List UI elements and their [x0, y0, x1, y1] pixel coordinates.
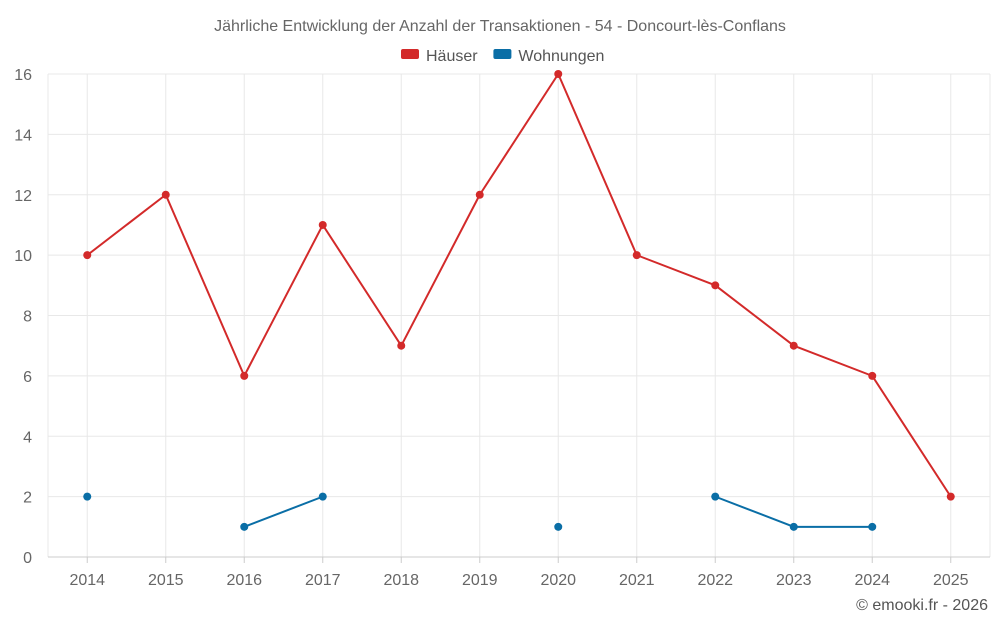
y-tick-label: 4	[23, 429, 32, 446]
data-point	[318, 492, 327, 501]
x-tick-label: 2020	[540, 572, 576, 589]
legend-label: Häuser	[426, 48, 478, 65]
legend: Häuser Wohnungen	[401, 48, 604, 65]
x-tick-label: 2025	[933, 572, 969, 589]
data-point	[711, 492, 720, 501]
y-tick-label: 8	[23, 309, 32, 326]
chart-title: Jährliche Entwicklung der Anzahl der Tra…	[214, 18, 786, 35]
credit-text: © emooki.fr - 2026	[856, 597, 988, 614]
y-tick-label: 0	[23, 550, 32, 567]
grid	[47, 73, 991, 557]
data-point	[789, 341, 798, 350]
data-point	[868, 522, 877, 531]
data-point	[240, 522, 249, 531]
data-point	[83, 251, 92, 260]
y-axis: 0 2 4 6 8 10 12 14 16	[14, 67, 32, 567]
data-point	[711, 281, 720, 290]
x-tick-label: 2021	[619, 572, 655, 589]
data-point	[83, 492, 92, 501]
y-tick-label: 16	[14, 67, 32, 84]
data-point	[475, 190, 484, 199]
legend-item: Häuser	[401, 48, 478, 65]
data-point	[318, 220, 327, 229]
data-point	[632, 251, 641, 260]
y-tick-label: 10	[14, 248, 32, 265]
legend-label: Wohnungen	[518, 48, 604, 65]
data-point	[946, 492, 955, 501]
x-tick-label: 2017	[305, 572, 341, 589]
series-line	[243, 495, 324, 528]
series-2	[83, 492, 877, 531]
data-point	[868, 371, 877, 380]
x-tick-label: 2019	[462, 572, 498, 589]
data-point	[397, 341, 406, 350]
y-tick-label: 14	[14, 127, 32, 144]
data-point	[161, 190, 170, 199]
x-tick-label: 2022	[697, 572, 733, 589]
data-point	[554, 70, 563, 78]
legend-swatch	[493, 49, 512, 59]
data-point	[789, 522, 798, 531]
y-tick-label: 6	[23, 369, 32, 386]
data-point	[240, 371, 249, 380]
legend-item: Wohnungen	[493, 48, 604, 65]
legend-swatch	[401, 49, 419, 59]
series-1	[83, 70, 955, 501]
x-axis: 2014 2015 2016 2017 2018 2019 2020 2021 2022 2023…	[48, 556, 990, 589]
data-point	[554, 522, 563, 531]
y-tick-label: 12	[14, 188, 32, 205]
x-tick-label: 2024	[854, 572, 890, 589]
x-tick-label: 2015	[148, 572, 184, 589]
series-layer	[83, 70, 955, 531]
x-tick-label: 2023	[776, 572, 812, 589]
x-tick-label: 2016	[226, 572, 262, 589]
y-tick-label: 2	[23, 490, 32, 507]
series-line	[86, 73, 952, 498]
x-tick-label: 2014	[69, 572, 105, 589]
x-tick-label: 2018	[383, 572, 419, 589]
